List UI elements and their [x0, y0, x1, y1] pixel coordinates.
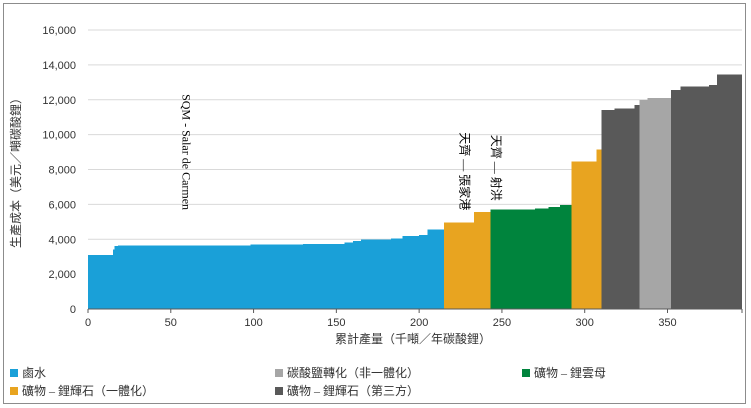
cost-bar [535, 208, 549, 309]
y-tick-label: 2,000 [48, 269, 76, 281]
legend-label: 礦物 – 鋰輝石（第三方） [287, 384, 420, 398]
legend-label: 鹵水 [22, 366, 47, 380]
x-axis-title: 累計產量（千噸／年碳酸鋰） [335, 331, 491, 346]
x-tick-label: 300 [576, 317, 594, 329]
legend-label: 礦物 – 鋰輝石（一體化） [22, 384, 155, 398]
y-tick-label: 4,000 [48, 234, 76, 246]
legend-label: 礦物 – 鋰雲母 [534, 366, 607, 380]
legend-label: 碳酸鹽轉化（非一體化） [287, 366, 420, 380]
cost-bar [670, 90, 681, 309]
cost-bar [443, 222, 474, 309]
x-tick-label: 200 [410, 317, 428, 329]
cost-bar [717, 74, 742, 309]
cost-bar [596, 149, 602, 309]
cost-bar [112, 249, 115, 309]
legend-swatch [275, 368, 283, 377]
y-tick-label: 10,000 [42, 130, 76, 142]
y-tick-label: 14,000 [42, 60, 76, 72]
cost-bar [390, 238, 403, 309]
cost-bar [601, 110, 615, 310]
cost-bar [402, 235, 420, 309]
y-tick-label: 8,000 [48, 165, 76, 177]
legend-swatch [275, 386, 283, 395]
cost-bar [361, 239, 391, 309]
cost-bar [647, 98, 671, 309]
legend-item: 鹵水 [10, 364, 46, 381]
legend-item: 碳酸鹽轉化（非一體化） [275, 364, 419, 381]
cost-bar [250, 244, 304, 309]
legend-swatch [10, 368, 18, 377]
cost-bar [419, 234, 428, 309]
cost-bar [490, 209, 536, 309]
x-tick-label: 250 [493, 317, 511, 329]
y-tick-label: 16,000 [42, 25, 76, 37]
cost-bar [352, 240, 362, 309]
cost-bar [559, 205, 572, 309]
y-tick-label: 0 [70, 304, 76, 316]
y-axis-title: 生產成本（美元／噸碳酸鋰） [8, 92, 23, 248]
cost-bar [427, 229, 444, 309]
cost-bar [344, 242, 353, 309]
chart-annotation: 天齊 — 張家港 [458, 132, 473, 210]
chart-annotation: 天齊 — 射洪 [489, 135, 504, 201]
cost-bar [117, 245, 171, 309]
cost-bar [473, 212, 491, 309]
x-tick-label: 350 [658, 317, 676, 329]
legend-item: 礦物 – 鋰雲母 [522, 364, 606, 381]
cost-bar [680, 86, 709, 309]
x-tick-label: 100 [244, 317, 262, 329]
cost-bar [170, 245, 251, 309]
y-tick-label: 6,000 [48, 199, 76, 211]
cost-bar [114, 246, 118, 309]
cost-bar [303, 244, 345, 309]
legend-item: 礦物 – 鋰輝石（一體化） [10, 382, 154, 399]
legend-swatch [522, 368, 530, 377]
legend-swatch [10, 386, 18, 395]
x-tick-label: 50 [165, 317, 177, 329]
cost-bar [639, 99, 648, 309]
cost-bar [614, 108, 635, 309]
x-tick-label: 0 [85, 317, 91, 329]
cost-bar [708, 84, 718, 309]
y-tick-label: 12,000 [42, 95, 76, 107]
legend-item: 礦物 – 鋰輝石（第三方） [275, 382, 419, 399]
cost-bar [634, 104, 640, 309]
cost-bar [571, 161, 597, 309]
cost-bar [88, 254, 113, 309]
cost-bar [548, 206, 560, 309]
x-tick-label: 150 [327, 317, 345, 329]
chart-annotation: SQM - Salar de Carmen [179, 94, 193, 210]
